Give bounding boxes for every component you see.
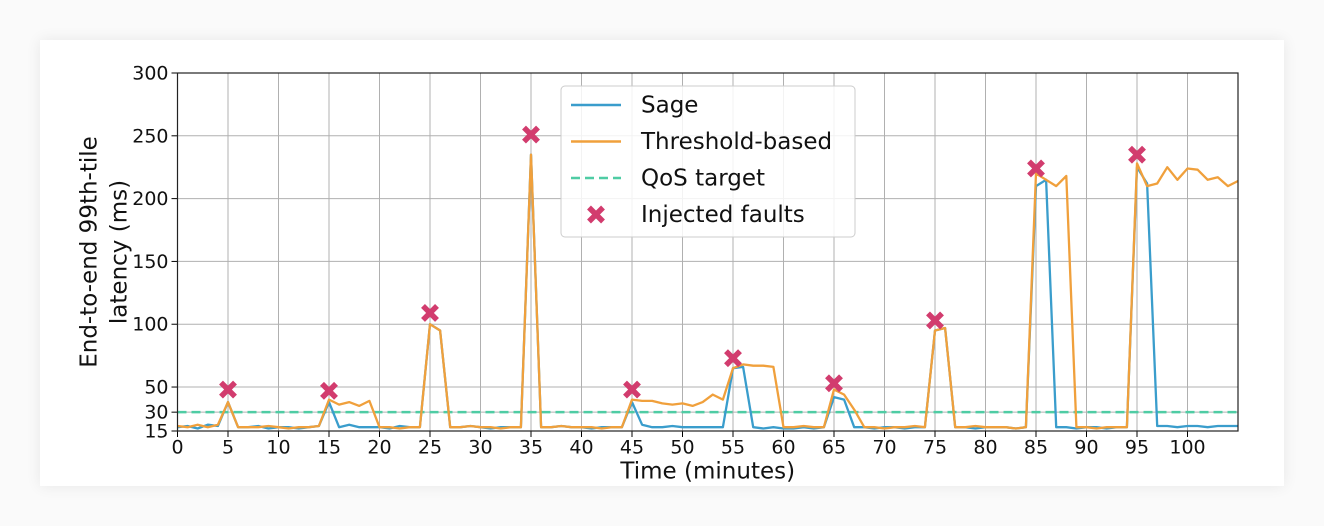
plot-frame — [176, 72, 1239, 432]
legend-label: QoS target — [641, 166, 765, 192]
y-tick-label: 150 — [132, 251, 168, 273]
x-tick-label: 65 — [822, 437, 846, 459]
fault-marker — [1027, 159, 1045, 178]
x-tick-label: 0 — [171, 437, 183, 459]
x-tick-label: 85 — [1024, 437, 1048, 459]
y-tick-label: 50 — [144, 377, 168, 399]
x-tick-label: 75 — [923, 437, 947, 459]
x-tick-label: 60 — [771, 437, 795, 459]
legend-label: Sage — [641, 93, 698, 119]
fault-marker — [219, 380, 237, 399]
y-tick-label: 100 — [132, 314, 168, 336]
x-tick-label: 25 — [418, 437, 442, 459]
fault-marker — [1128, 145, 1146, 164]
fault-marker — [623, 380, 641, 399]
y-tick-label: 15 — [144, 421, 168, 443]
y-axis-label: End-to-end 99th-tile — [77, 136, 103, 368]
y-axis-label: latency (ms) — [107, 180, 133, 324]
x-tick-label: 80 — [973, 437, 997, 459]
x-tick-label: 15 — [317, 437, 341, 459]
x-tick-label: 45 — [620, 437, 644, 459]
fault-marker — [320, 381, 338, 400]
x-tick-label: 30 — [468, 437, 492, 459]
x-tick-label: 35 — [519, 437, 543, 459]
legend-label: Injected faults — [641, 202, 805, 228]
legend-label: Threshold-based — [640, 129, 832, 155]
legend-box — [560, 85, 856, 238]
x-tick-label: 70 — [872, 437, 896, 459]
series-line — [177, 153, 1238, 430]
x-tick-label: 95 — [1125, 437, 1149, 459]
fault-marker — [926, 311, 944, 330]
legend-marker — [587, 205, 605, 224]
x-tick-label: 20 — [367, 437, 391, 459]
x-tick-label: 55 — [721, 437, 745, 459]
x-axis-label: Time (minutes) — [619, 459, 795, 485]
x-tick-label: 5 — [222, 437, 234, 459]
x-tick-label: 50 — [670, 437, 694, 459]
x-tick-label: 40 — [569, 437, 593, 459]
fault-marker — [825, 374, 843, 393]
fault-marker — [421, 303, 439, 322]
legend: Sage Threshold-based QoS target Injected fa… — [560, 85, 856, 238]
x-tick-label: 10 — [266, 437, 290, 459]
y-tick-label: 300 — [132, 63, 168, 85]
y-tick-label: 250 — [132, 125, 168, 147]
fault-marker — [522, 125, 540, 144]
x-tick-label: 90 — [1074, 437, 1098, 459]
fault-marker — [724, 349, 742, 368]
y-tick-label: 30 — [144, 402, 168, 424]
y-tick-label: 200 — [132, 188, 168, 210]
series-line — [177, 153, 1239, 430]
x-tick-label: 100 — [1169, 437, 1205, 459]
